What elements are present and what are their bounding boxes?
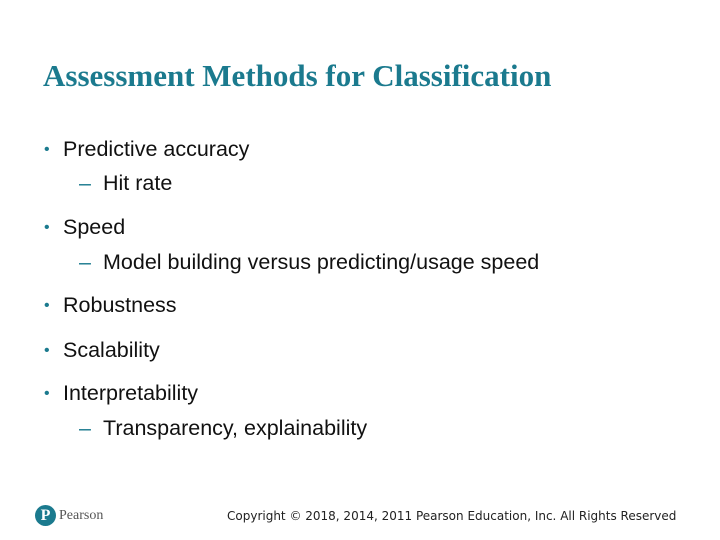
bullet-marker: • [44, 297, 50, 314]
sub-bullet-item: – Hit rate [79, 170, 172, 196]
dash-marker: – [79, 171, 91, 195]
dash-marker: – [79, 416, 91, 440]
pearson-logo: P Pearson [35, 505, 103, 526]
sub-bullet-text: Model building versus predicting/usage s… [103, 250, 540, 274]
bullet-marker: • [44, 141, 50, 158]
slide-title: Assessment Methods for Classification [43, 58, 552, 93]
sub-bullet-text: Hit rate [103, 171, 173, 195]
dash-marker: – [79, 250, 91, 274]
sub-bullet-item: – Model building versus predicting/usage … [79, 249, 539, 275]
bullet-item: • Speed [44, 214, 125, 241]
bullet-item: • Scalability [44, 337, 160, 364]
bullet-text: Speed [63, 215, 126, 239]
sub-bullet-text: Transparency, explainability [103, 416, 368, 440]
bullet-item: • Predictive accuracy [44, 136, 249, 163]
sub-bullet-item: – Transparency, explainability [79, 415, 367, 441]
bullet-text: Interpretability [63, 381, 199, 405]
bullet-text: Predictive accuracy [63, 137, 250, 161]
bullet-marker: • [44, 342, 50, 359]
bullet-text: Robustness [63, 293, 177, 317]
pearson-logo-text: Pearson [59, 507, 104, 523]
bullet-marker: • [44, 219, 50, 236]
copyright-notice: Copyright © 2018, 2014, 2011 Pearson Edu… [227, 509, 677, 523]
pearson-logo-icon: P [35, 505, 56, 526]
bullet-item: • Robustness [44, 292, 177, 319]
bullet-marker: • [44, 385, 50, 402]
bullet-item: • Interpretability [44, 380, 198, 407]
bullet-text: Scalability [63, 338, 160, 362]
